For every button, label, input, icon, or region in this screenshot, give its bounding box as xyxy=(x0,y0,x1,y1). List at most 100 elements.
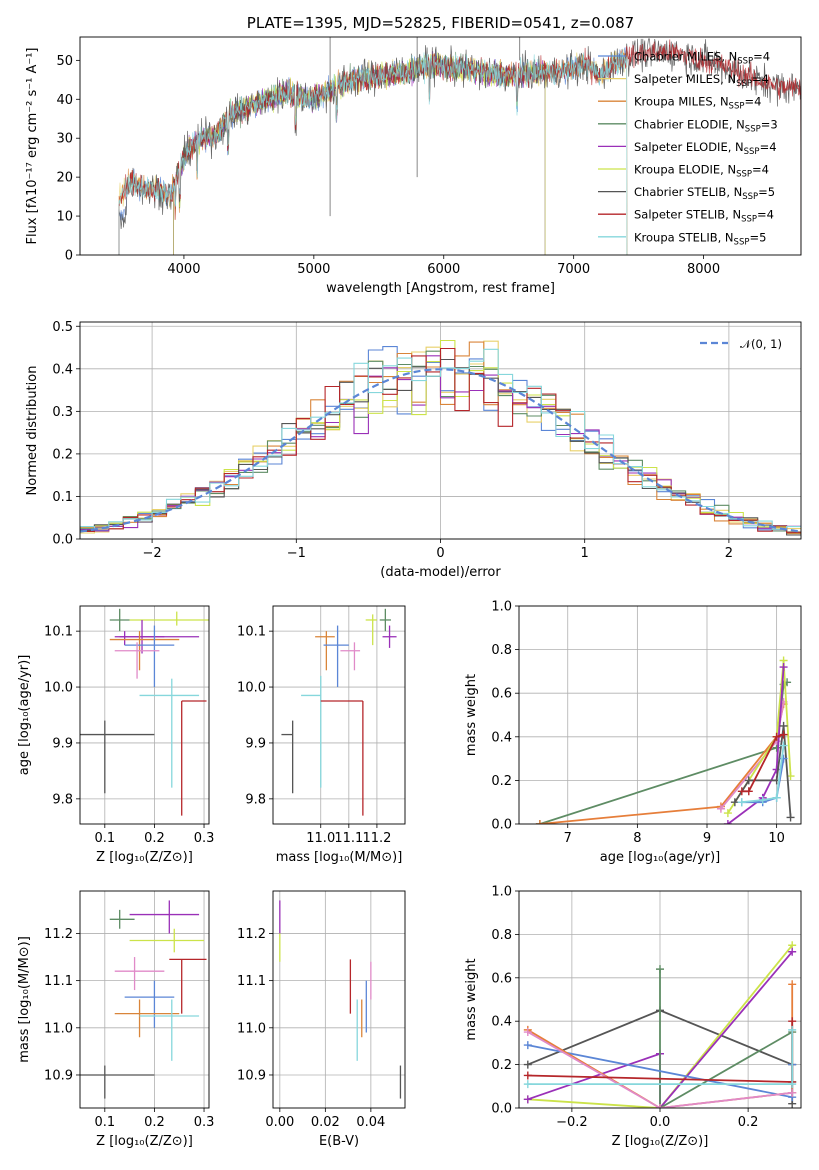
error-point xyxy=(139,999,200,1061)
x-axis-label: Z [log₁₀(Z/Z⊙)] xyxy=(96,850,193,865)
weight-marker xyxy=(786,813,795,822)
histogram-step xyxy=(80,348,801,530)
plot-area xyxy=(279,900,402,1099)
panel-1: −2 −1 0 1 2 0.0 0.1 0.2 0.3 0.4 0.5 (data-model)/er… xyxy=(25,320,802,580)
weight-marker xyxy=(656,965,664,974)
x-tick-label: 0.1 xyxy=(94,1115,115,1130)
plot-area xyxy=(535,656,795,824)
weight-marker xyxy=(772,765,781,774)
error-point xyxy=(315,631,335,671)
plot-area xyxy=(118,37,801,255)
x-tick-label: −1 xyxy=(287,546,306,561)
y-tick-label: 9.8 xyxy=(52,792,73,807)
x-axis-label: (data-model)/error xyxy=(380,565,501,580)
panel-5: 0.1 0.2 0.3 10.9 11.0 11.1 11.2 Z [log₁₀(Z/Z⊙)]… xyxy=(17,890,215,1149)
legend-entry: Salpeter STELIB, NSSP=4 xyxy=(634,208,774,225)
y-tick-label: 10 xyxy=(56,210,73,225)
weight-marker xyxy=(535,820,544,824)
x-tick-label: 0.02 xyxy=(311,1115,340,1130)
error-point xyxy=(129,928,205,953)
y-tick-label: 11.2 xyxy=(44,927,73,942)
error-point xyxy=(114,957,165,991)
x-tick-label: 8 xyxy=(633,831,641,846)
weight-marker xyxy=(723,809,732,818)
legend-entry: Chabrier STELIB, NSSP=5 xyxy=(634,185,775,202)
axes-frame xyxy=(272,890,406,1109)
y-tick-label: 0.0 xyxy=(491,1102,512,1117)
legend-normal: 𝒩(0, 1) xyxy=(700,337,782,351)
y-axis-label: mass weight xyxy=(464,958,479,1040)
axes-frame xyxy=(518,605,802,825)
weight-marker xyxy=(788,947,797,956)
y-tick-label: 10.9 xyxy=(44,1068,73,1083)
y-tick-label: 0.6 xyxy=(491,971,512,986)
y-tick-label: 10.0 xyxy=(237,681,266,696)
x-axis-label: Z [log₁₀(Z/Z⊙)] xyxy=(96,1134,193,1149)
x-tick-label: 0.00 xyxy=(265,1115,294,1130)
weight-marker xyxy=(523,1080,532,1089)
x-tick-label: 11.0 xyxy=(306,831,335,846)
legend-entry: Chabrier ELODIE, NSSP=3 xyxy=(634,117,778,134)
y-tick-label: 0.4 xyxy=(52,362,73,377)
y-tick-label: 0.4 xyxy=(491,730,512,745)
axes-frame xyxy=(79,890,210,1109)
y-axis-label: age [log₁₀(age/yr)] xyxy=(17,655,32,776)
x-axis-label: E(B-V) xyxy=(319,1134,359,1149)
error-point xyxy=(109,608,130,632)
x-tick-label: 7 xyxy=(564,831,572,846)
y-tick-label: 0 xyxy=(65,249,73,264)
x-tick-label: 4000 xyxy=(167,262,200,277)
weight-marker xyxy=(788,1025,797,1034)
y-tick-label: 1.0 xyxy=(491,885,512,900)
y-tick-label: 40 xyxy=(56,93,73,108)
weight-marker xyxy=(744,776,753,785)
weight-marker xyxy=(737,798,746,807)
error-point xyxy=(124,980,175,1028)
y-tick-label: 11.0 xyxy=(44,1021,73,1036)
y-tick-label: 0.5 xyxy=(52,320,73,335)
weight-line xyxy=(727,660,792,814)
y-tick-label: 0.3 xyxy=(52,405,73,420)
panel-2: 0.1 0.2 0.3 9.8 9.9 10.0 10.1 Z [log₁₀(Z/Z⊙)] ag… xyxy=(17,605,215,865)
plot-area xyxy=(80,608,209,816)
y-tick-label: 10.9 xyxy=(237,1068,266,1083)
plot-area xyxy=(281,608,397,816)
error-point xyxy=(169,958,207,1014)
weight-line xyxy=(539,703,785,824)
plot-area xyxy=(80,900,207,1099)
y-axis-label: Flux [fλ10⁻¹⁷ erg cm⁻² s⁻¹ A⁻¹] xyxy=(25,48,40,245)
x-tick-label: 0.3 xyxy=(194,1115,215,1130)
x-tick-label: 0.04 xyxy=(356,1115,385,1130)
x-axis-label: Z [log₁₀(Z/Z⊙)] xyxy=(612,1134,709,1149)
error-point xyxy=(365,614,377,646)
weight-marker xyxy=(779,754,788,763)
spectrum-line xyxy=(118,48,628,255)
weight-marker xyxy=(523,1060,532,1069)
y-tick-label: 11.1 xyxy=(44,974,73,989)
y-tick-label: 9.8 xyxy=(245,792,266,807)
error-point xyxy=(281,720,294,794)
x-axis-label: mass [log₁₀(M/M⊙)] xyxy=(276,850,403,865)
spectrum-line xyxy=(118,39,801,255)
weight-marker xyxy=(779,730,788,739)
y-tick-label: 30 xyxy=(56,132,73,147)
y-tick-label: 9.9 xyxy=(245,736,266,751)
error-point xyxy=(129,611,209,626)
chart-title: PLATE=1395, MJD=52825, FIBERID=0541, z=0… xyxy=(247,14,634,32)
axes-frame xyxy=(518,890,802,1109)
x-tick-label: 1 xyxy=(581,546,589,561)
y-tick-label: 20 xyxy=(56,171,73,186)
y-tick-label: 0.4 xyxy=(491,1015,512,1030)
error-point xyxy=(181,700,207,816)
weight-marker xyxy=(723,820,732,824)
y-tick-label: 10.1 xyxy=(237,625,266,640)
panel-6: 0.00 0.02 0.04 10.9 11.0 11.1 11.2 E(B-V) xyxy=(237,890,406,1149)
y-axis-label: mass [log₁₀(M/M⊙)] xyxy=(17,936,32,1063)
y-tick-label: 0.8 xyxy=(491,643,512,658)
x-tick-label: 0.3 xyxy=(194,831,215,846)
y-tick-label: 50 xyxy=(56,54,73,69)
y-axis-label: Normed distribution xyxy=(25,366,40,496)
weight-line xyxy=(741,745,785,804)
legend-entry: Salpeter ELODIE, NSSP=4 xyxy=(634,140,777,157)
